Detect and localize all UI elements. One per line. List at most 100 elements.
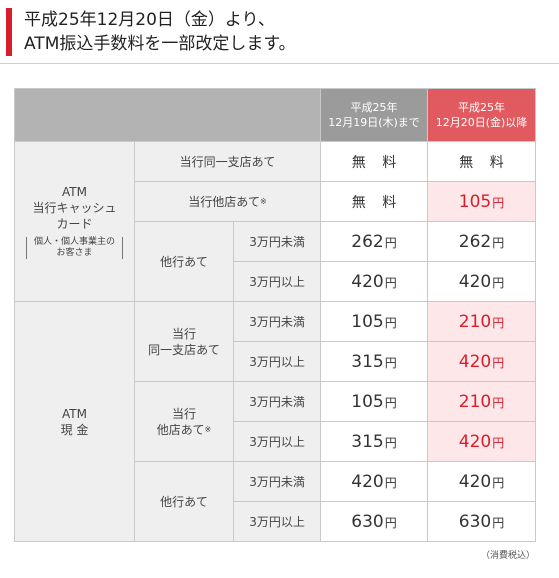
header-before-date: 平成25年 12月19日(木)まで bbox=[320, 88, 429, 142]
fee-after-changed: 105円 bbox=[427, 181, 537, 222]
fee-amount: 210 bbox=[458, 391, 492, 412]
customer-type-note: 個人・個人事業主の お客さま bbox=[25, 237, 123, 259]
fee-amount: 262 bbox=[351, 231, 384, 252]
fee-after: 420円 bbox=[427, 261, 537, 302]
fee-after-changed: 210円 bbox=[427, 381, 537, 422]
yen-unit: 円 bbox=[492, 475, 505, 490]
range-over: 3万円以上 bbox=[232, 501, 322, 542]
table-row: 3万円以上 315円 420円 bbox=[15, 421, 537, 462]
title-line-1: 平成25年12月20日（金）より、 bbox=[24, 10, 275, 30]
yen-unit: 円 bbox=[492, 275, 505, 290]
fee-amount: 420 bbox=[351, 271, 384, 292]
fee-before: 無 料 bbox=[320, 141, 429, 182]
fee-before: 315円 bbox=[320, 341, 429, 382]
fee-amount: 420 bbox=[458, 351, 492, 372]
row-label: 他店あて※ bbox=[135, 422, 233, 438]
row-label-same-branch: 当行同一支店あて bbox=[133, 141, 322, 182]
header-before-year: 平成25年 bbox=[350, 101, 398, 114]
table-row: 3万円以上 315円 420円 bbox=[15, 341, 537, 382]
header-accent-bar bbox=[6, 8, 12, 56]
yen-unit: 円 bbox=[492, 315, 505, 330]
row-label: 当行他店あて bbox=[188, 194, 261, 209]
group-label: 当行キャッシュ bbox=[32, 201, 117, 215]
fee-before: 420円 bbox=[320, 461, 429, 502]
yen-unit: 円 bbox=[384, 355, 397, 370]
title-line-2: ATM振込手数料を一部改定します。 bbox=[24, 34, 296, 54]
page-header: 平成25年12月20日（金）より、 ATM振込手数料を一部改定します。 bbox=[0, 0, 559, 64]
fee-after-changed: 420円 bbox=[427, 421, 537, 462]
fee-after-changed: 420円 bbox=[427, 341, 537, 382]
group-label: カード bbox=[56, 217, 93, 231]
yen-unit: 円 bbox=[492, 515, 505, 530]
range-over: 3万円以上 bbox=[232, 341, 322, 382]
yen-unit: 円 bbox=[384, 515, 397, 530]
group-atm-cash: ATM 現 金 bbox=[14, 301, 135, 542]
table-row: 他行あて 3万円未満 262円 262円 bbox=[15, 221, 537, 302]
page-title: 平成25年12月20日（金）より、 ATM振込手数料を一部改定します。 bbox=[24, 8, 296, 56]
fee-amount: 105 bbox=[351, 391, 384, 412]
fee-amount: 420 bbox=[458, 471, 492, 492]
fee-table: 平成25年 12月19日(木)まで 平成25年 12月20日(金)以降 ATM … bbox=[13, 88, 537, 542]
fee-before: 105円 bbox=[320, 381, 429, 422]
fee-after: 420円 bbox=[427, 461, 537, 502]
fee-amount: 105 bbox=[351, 311, 384, 332]
group-atm-cashcard: ATM 当行キャッシュ カード 個人・個人事業主の お客さま bbox=[14, 141, 135, 302]
group-label: ATM bbox=[62, 406, 87, 421]
yen-unit: 円 bbox=[384, 275, 397, 290]
row-label-cash-same-branch: 当行 同一支店あて bbox=[134, 301, 234, 382]
header-after-year: 平成25年 bbox=[458, 101, 506, 114]
fee-amount: 420 bbox=[458, 271, 492, 292]
group-label: 現 金 bbox=[60, 422, 89, 437]
fee-amount: 105 bbox=[458, 191, 492, 212]
table-header-row: 平成25年 12月19日(木)まで 平成25年 12月20日(金)以降 bbox=[13, 88, 537, 142]
fee-before: 315円 bbox=[320, 421, 429, 462]
yen-unit: 円 bbox=[384, 315, 397, 330]
yen-unit: 円 bbox=[492, 435, 505, 450]
yen-unit: 円 bbox=[492, 195, 505, 210]
yen-unit: 円 bbox=[384, 395, 397, 410]
row-label-text: 他店あて bbox=[156, 422, 205, 437]
table-row: 他行あて 3万円未満 420円 420円 bbox=[15, 461, 537, 542]
fee-amount: 262 bbox=[458, 231, 492, 252]
table-row: ATM 当行キャッシュ カード 個人・個人事業主の お客さま 当行同一支店あて … bbox=[14, 141, 537, 302]
table-row: 当行 他店あて※ 3万円未満 105円 210円 bbox=[15, 381, 537, 462]
range-under: 3万円未満 bbox=[232, 461, 322, 502]
fee-after: 262円 bbox=[427, 221, 537, 262]
header-after-day: 12月20日(金)以降 bbox=[435, 116, 528, 129]
range-over: 3万円以上 bbox=[232, 261, 322, 302]
fee-amount: 630 bbox=[351, 511, 384, 532]
yen-unit: 円 bbox=[384, 435, 397, 450]
fee-amount: 210 bbox=[458, 311, 492, 332]
range-under: 3万円未満 bbox=[232, 221, 322, 262]
yen-unit: 円 bbox=[492, 235, 505, 250]
range-under: 3万円未満 bbox=[232, 381, 322, 422]
header-before-day: 12月19日(木)まで bbox=[328, 116, 420, 129]
fee-after: 630円 bbox=[427, 501, 537, 542]
table-row: 3万円以上 420円 420円 bbox=[15, 261, 537, 302]
header-after-date: 平成25年 12月20日(金)以降 bbox=[427, 88, 537, 142]
fee-before: 105円 bbox=[320, 301, 429, 342]
yen-unit: 円 bbox=[384, 475, 397, 490]
footnote-mark: ※ bbox=[204, 424, 212, 434]
fee-amount: 315 bbox=[351, 431, 384, 452]
fee-before: 無 料 bbox=[320, 181, 429, 222]
tax-note: （消費税込） bbox=[480, 551, 535, 561]
yen-unit: 円 bbox=[492, 395, 505, 410]
range-under: 3万円未満 bbox=[232, 301, 322, 342]
table-row: 当行他店あて※ 無 料 105円 bbox=[15, 181, 537, 222]
footnote-mark: ※ bbox=[260, 196, 267, 206]
group-label: ATM bbox=[62, 185, 87, 199]
header-blank-cell bbox=[13, 88, 322, 142]
table-row: 3万円以上 630円 630円 bbox=[15, 501, 537, 542]
note-line: お客さま bbox=[56, 248, 93, 258]
fee-before: 630円 bbox=[320, 501, 429, 542]
row-label-other-bank: 他行あて bbox=[134, 221, 234, 302]
fee-after-changed: 210円 bbox=[427, 301, 537, 342]
row-label: 当行 bbox=[171, 406, 196, 421]
fee-amount: 420 bbox=[458, 431, 492, 452]
fee-amount: 420 bbox=[351, 471, 384, 492]
yen-unit: 円 bbox=[492, 355, 505, 370]
range-over: 3万円以上 bbox=[232, 421, 322, 462]
row-label: 同一支店あて bbox=[148, 342, 220, 357]
row-label: 当行 bbox=[171, 326, 196, 341]
